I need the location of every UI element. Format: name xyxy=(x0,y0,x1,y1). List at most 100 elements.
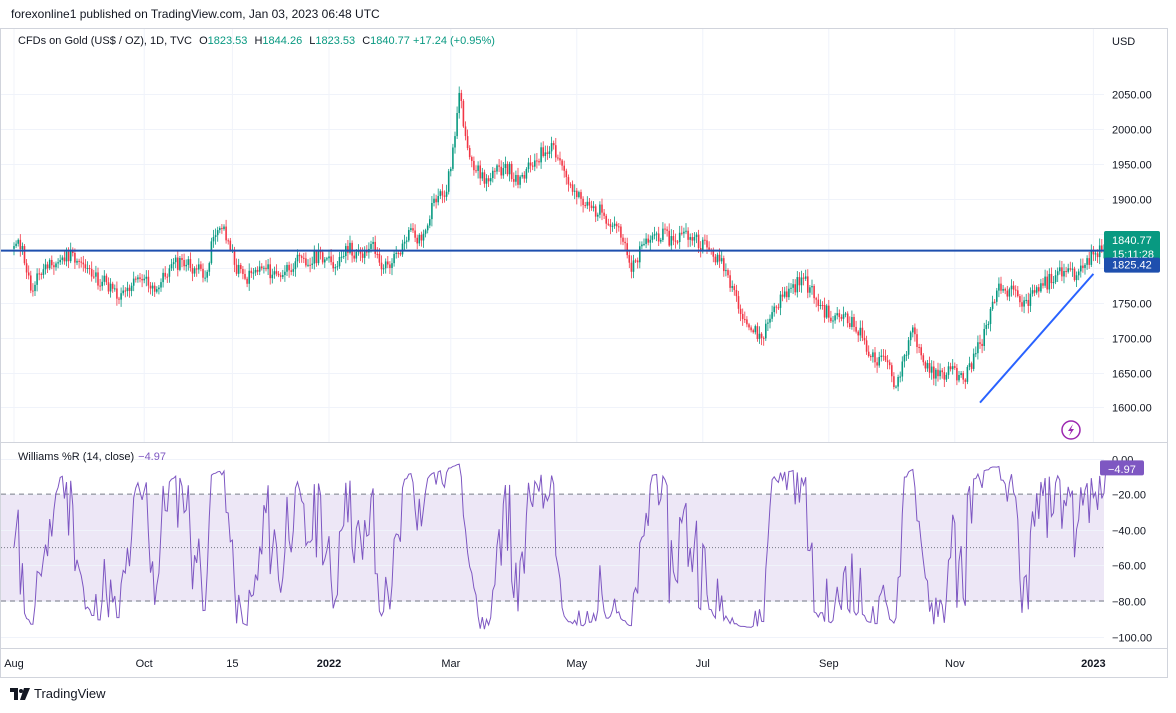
candle-body xyxy=(855,326,857,332)
candle-body xyxy=(605,215,607,224)
price-tick-label: 1600.00 xyxy=(1112,403,1152,415)
williams-r-line[interactable] xyxy=(13,463,1107,630)
candle-body xyxy=(267,264,269,270)
candle-body xyxy=(387,261,389,265)
candle-body xyxy=(1096,253,1099,258)
candle-body xyxy=(939,370,941,377)
price-tick-label: 1650.00 xyxy=(1112,369,1152,381)
candle-body xyxy=(162,272,164,283)
candle-body xyxy=(672,236,675,241)
candle-body xyxy=(559,158,561,161)
candle-body xyxy=(288,264,290,271)
williams-r-value-tag: −4.97 xyxy=(1100,460,1144,476)
candle-body xyxy=(903,355,906,362)
candle-body xyxy=(261,266,263,269)
candle-body xyxy=(586,201,589,206)
candle-body xyxy=(103,275,106,282)
candle-body xyxy=(821,304,824,306)
candle-body xyxy=(181,258,183,260)
tradingview-logo-icon xyxy=(10,687,30,700)
candle-body xyxy=(483,172,486,184)
candle-body xyxy=(767,322,769,324)
time-axis[interactable]: Aug Oct 15 2022 Mar May Jul Sep Nov 2023 xyxy=(4,658,1105,670)
candle-body xyxy=(275,271,278,274)
candle-body xyxy=(521,174,523,177)
candle-body xyxy=(937,369,939,377)
candle-body xyxy=(1092,250,1095,255)
candle-body xyxy=(359,250,362,254)
candle-body xyxy=(391,263,393,268)
candle-body xyxy=(225,226,227,241)
time-tick-label: Sep xyxy=(819,658,839,670)
candle-body xyxy=(962,373,964,380)
candle-body xyxy=(777,307,780,309)
candle-body xyxy=(137,277,139,280)
williams-r-axis[interactable]: 0.00−20.00−40.00−60.00−80.00−100.00 xyxy=(1112,455,1152,645)
candle-body xyxy=(1046,276,1048,290)
candle-body xyxy=(632,260,635,272)
hline-price-tag: 1825.42 xyxy=(1104,257,1160,273)
candle-body xyxy=(1017,290,1019,297)
candle-body xyxy=(536,160,538,162)
candle-body xyxy=(943,372,946,380)
instrument-title[interactable]: CFDs on Gold (US$ / OZ), 1D, TVC xyxy=(18,35,193,47)
candle-body xyxy=(1075,275,1078,281)
candle-body xyxy=(128,287,131,292)
candle-body xyxy=(905,354,908,356)
williams-r-pane[interactable]: 0.00−20.00−40.00−60.00−80.00−100.00 −4.9… xyxy=(1,455,1152,645)
candle-body xyxy=(95,272,97,277)
candle-body xyxy=(557,157,559,159)
candle-body xyxy=(445,191,448,197)
candle-body xyxy=(30,275,32,291)
candle-body xyxy=(1077,271,1080,276)
candle-body xyxy=(271,274,274,279)
tradingview-brand[interactable]: TradingView xyxy=(10,686,106,701)
candle-body xyxy=(584,205,586,207)
trendline[interactable] xyxy=(979,273,1095,404)
candles[interactable] xyxy=(13,86,1107,392)
candle-body xyxy=(639,246,641,263)
candle-body xyxy=(844,313,847,315)
candle-body xyxy=(935,369,937,379)
candle-body xyxy=(662,228,664,240)
candle-body xyxy=(550,143,553,152)
candle-body xyxy=(57,262,59,264)
candle-body xyxy=(580,192,582,199)
candle-body xyxy=(500,166,502,176)
candle-body xyxy=(401,243,404,255)
candle-body xyxy=(765,323,767,339)
candle-body xyxy=(277,273,280,276)
open-value: 1823.53 xyxy=(207,35,248,47)
candle-body xyxy=(250,270,253,274)
candle-body xyxy=(809,287,811,293)
candle-body xyxy=(1038,287,1040,292)
candle-body xyxy=(351,242,353,256)
indicator-title[interactable]: Williams %R (14, close) xyxy=(18,451,135,463)
price-pane[interactable]: 1600.001650.001700.001750.001800.001850.… xyxy=(1,29,1160,442)
candle-body xyxy=(168,268,171,277)
candle-body xyxy=(452,147,454,169)
candle-body xyxy=(317,250,320,264)
candle-body xyxy=(118,298,120,300)
candle-body xyxy=(487,178,490,182)
candle-body xyxy=(263,267,265,269)
candle-body xyxy=(601,204,603,213)
candle-body xyxy=(578,192,580,198)
candle-body xyxy=(393,253,395,264)
candle-body xyxy=(456,113,458,137)
candle-body xyxy=(1040,283,1042,292)
candle-body xyxy=(1029,293,1032,306)
candle-body xyxy=(338,257,341,267)
candle-body xyxy=(147,276,150,286)
flash-icon[interactable] xyxy=(1061,420,1081,440)
candle-body xyxy=(170,264,173,269)
candle-body xyxy=(813,285,815,299)
candle-body xyxy=(313,251,316,264)
candle-body xyxy=(926,363,929,369)
candle-body xyxy=(756,326,759,340)
candle-body xyxy=(347,246,349,253)
candle-body xyxy=(122,290,124,294)
candle-body xyxy=(716,254,719,263)
low-value: 1823.53 xyxy=(315,35,356,47)
candle-body xyxy=(1042,283,1044,286)
